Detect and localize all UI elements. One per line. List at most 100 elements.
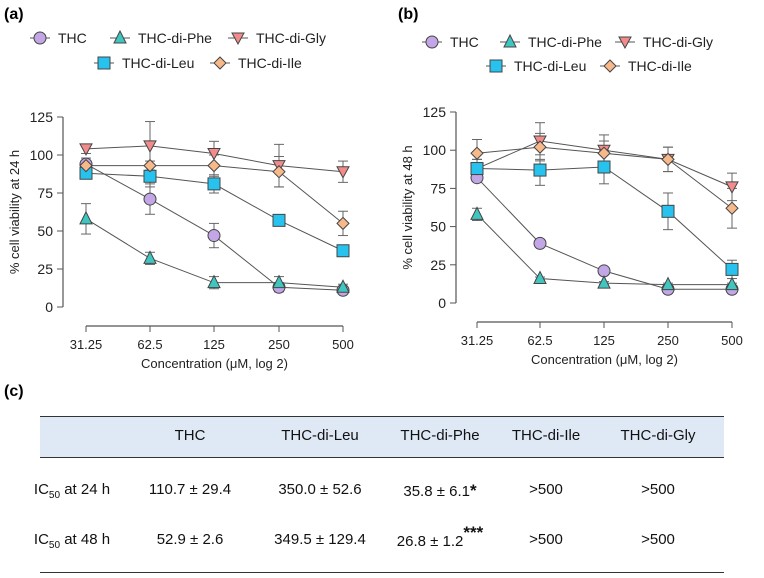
cell-24h-ile: >500	[529, 481, 563, 498]
data-point	[597, 160, 611, 174]
y-tick-label: 100	[30, 147, 54, 163]
data-point	[533, 140, 547, 154]
legend-item: THC-di-Phe	[500, 33, 602, 50]
legend-label: THC-di-Gly	[643, 34, 713, 50]
legend-label: THC-di-Ile	[628, 58, 692, 74]
cell-48h-phe: 26.8 ± 1.2***	[396, 523, 483, 551]
data-point	[143, 140, 157, 153]
legend-item: THC	[30, 30, 87, 46]
cell-48h-thc: 52.9 ± 2.6	[156, 531, 224, 548]
legend-item: THC	[422, 34, 479, 50]
data-point	[725, 201, 739, 215]
cell-48h-ile: >500	[529, 531, 563, 548]
cell-24h-thc: 110.7 ± 29.4	[148, 481, 232, 498]
y-tick-label: 50	[430, 219, 446, 235]
x-tick-label: 250	[657, 333, 679, 348]
data-point	[533, 236, 547, 250]
legend-marker	[425, 35, 439, 49]
legend-marker	[618, 36, 632, 50]
data-point	[207, 229, 221, 243]
legend-item: THC-di-Leu	[486, 58, 586, 74]
row-label-48h: IC50 at 48 h	[34, 531, 110, 551]
legend-marker	[603, 59, 617, 73]
y-tick-label: 100	[423, 142, 447, 158]
legend-label: THC-di-Leu	[514, 58, 586, 74]
data-point	[79, 143, 93, 156]
y-tick-label: 75	[37, 185, 53, 201]
col-header-ile: THC-di-Ile	[511, 427, 581, 444]
y-tick-label: 25	[430, 257, 446, 273]
x-tick-label: 125	[203, 337, 225, 352]
data-point	[207, 274, 221, 289]
data-point	[533, 270, 547, 285]
data-point	[79, 158, 93, 173]
legend-marker	[97, 56, 111, 70]
legend-marker	[33, 31, 47, 45]
significance-mark: ***	[463, 523, 484, 542]
legend-marker	[113, 29, 127, 44]
significance-mark: *	[470, 481, 477, 500]
x-tick-label: 62.5	[137, 337, 162, 352]
y-tick-label: 50	[37, 223, 53, 239]
table-header-band	[40, 416, 724, 458]
cell-value: 26.8 ± 1.2	[396, 533, 464, 550]
x-tick-label: 31.25	[70, 337, 103, 352]
y-tick-label: 25	[37, 261, 53, 277]
cell-24h-phe: 35.8 ± 6.1*	[403, 481, 476, 501]
cell-48h-gly: >500	[641, 531, 675, 548]
data-point	[143, 192, 157, 206]
data-point	[336, 216, 350, 231]
data-point	[143, 250, 157, 264]
data-point	[336, 279, 350, 293]
legend-label: THC-di-Leu	[122, 55, 194, 71]
data-point	[533, 163, 547, 177]
data-point	[725, 262, 739, 276]
data-point	[725, 276, 739, 291]
row-label-sub: 50	[48, 490, 61, 501]
chart-1: 0 25 50 75 100 125 31.25 62.5 125 250 500 Concentra…	[400, 33, 743, 367]
row-label-sub: 50	[48, 540, 61, 551]
y-tick-label: 125	[423, 104, 447, 120]
y-tick-label: 75	[430, 180, 446, 196]
data-point	[272, 165, 286, 179]
data-point	[661, 276, 675, 291]
data-point	[207, 177, 221, 191]
cell-24h-leu: 350.0 ± 52.6	[278, 481, 362, 498]
row-label-rest: at 24 h	[60, 481, 111, 498]
x-tick-label: 31.25	[461, 333, 494, 348]
y-tick-label: 125	[30, 109, 54, 125]
data-point	[207, 147, 221, 161]
data-point	[336, 166, 350, 179]
chart-0: 0 25 50 75 100 125 31.25 62.5 125 250 500 Concentra…	[7, 29, 354, 371]
row-label-rest: at 48 h	[60, 531, 111, 548]
data-point	[597, 275, 611, 289]
row-label-main: IC	[33, 481, 49, 498]
legend-label: THC	[450, 34, 479, 50]
x-tick-label: 500	[332, 337, 354, 352]
y-axis-label: % cell viability at 24 h	[7, 150, 22, 274]
x-axis-label: Concentration (μM, log 2)	[531, 352, 678, 367]
cell-48h-leu: 349.5 ± 129.4	[274, 531, 366, 548]
y-axis-label: % cell viability at 48 h	[400, 145, 415, 269]
cell-value: 35.8 ± 6.1	[403, 483, 470, 500]
col-header-thc: THC	[174, 427, 206, 444]
legend-marker	[489, 59, 503, 73]
x-axis-label: Concentration (μM, log 2)	[141, 356, 288, 371]
legend-item: THC-di-Ile	[600, 58, 692, 74]
col-header-gly: THC-di-Gly	[620, 427, 696, 444]
y-tick-label: 0	[438, 295, 446, 311]
panel-label-c: (c)	[4, 383, 24, 400]
x-tick-label: 250	[268, 337, 290, 352]
panel-label-b: (b)	[398, 6, 419, 23]
legend-label: THC-di-Gly	[256, 30, 326, 46]
table-bottom-rule	[40, 572, 724, 573]
col-header-phe: THC-di-Phe	[400, 427, 480, 444]
legend-marker	[231, 32, 245, 46]
legend-item: THC-di-Gly	[228, 30, 326, 46]
data-point	[661, 152, 675, 167]
panel-label-a: (a)	[4, 6, 24, 23]
x-tick-label: 62.5	[527, 333, 552, 348]
y-tick-label: 0	[45, 299, 53, 315]
